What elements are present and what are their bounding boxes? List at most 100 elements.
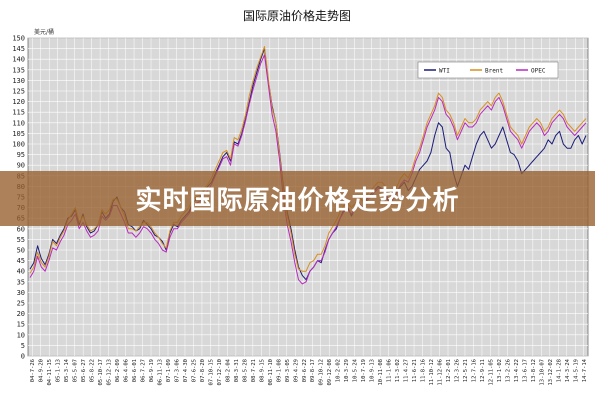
x-tick-label: 13-1-02 xyxy=(497,359,503,382)
y-tick-label: 100 xyxy=(12,141,25,149)
x-tick-label: 09-1-08 xyxy=(276,359,282,382)
x-tick-label: 08-9-15 xyxy=(259,359,265,382)
x-tick-label: 09-3-05 xyxy=(285,359,291,382)
y-tick-label: 40 xyxy=(17,268,25,276)
x-tick-label: 04-7-26 xyxy=(30,359,36,382)
legend: WTI Brent OPEC xyxy=(417,61,559,79)
x-tick-label: 08-11-10 xyxy=(268,359,274,386)
x-tick-label: 09-12-08 xyxy=(327,359,333,386)
x-tick-label: 08-3-31 xyxy=(234,359,240,382)
x-tick-label: 12-5-21 xyxy=(463,359,469,382)
x-tick-label: 10-9-13 xyxy=(370,359,376,382)
x-tick-label: 11-10-12 xyxy=(429,359,435,386)
y-tick-label: 130 xyxy=(12,77,25,85)
y-tick-label: 145 xyxy=(12,45,25,53)
y-tick-label: 30 xyxy=(17,289,25,297)
x-tick-label: 12-11-05 xyxy=(488,359,494,386)
x-tick-label: 13-10-07 xyxy=(539,359,545,386)
x-tick-label: 14-3-24 xyxy=(565,358,571,382)
x-tick-label: 11-12-06 xyxy=(438,359,444,386)
x-tick-label: 07-6-25 xyxy=(191,359,197,382)
y-tick-label: 140 xyxy=(12,56,25,64)
x-tick-label: 05-1-13 xyxy=(56,359,62,382)
x-tick-label: 14-7-14 xyxy=(582,358,588,382)
x-tick-label: 07-4-30 xyxy=(183,359,189,382)
y-tick-label: 10 xyxy=(17,331,25,339)
legend-label-wti: WTI xyxy=(439,68,450,75)
x-tick-label: 12-2-01 xyxy=(446,359,452,382)
y-tick-label: 95 xyxy=(17,151,25,159)
x-tick-label: 05-3-14 xyxy=(64,358,70,382)
y-tick-label: 5 xyxy=(21,342,25,350)
x-tick-label: 06-2-09 xyxy=(115,359,121,382)
x-tick-label: 13-12-02 xyxy=(548,359,554,386)
x-tick-label: 11-4-27 xyxy=(404,359,410,382)
x-tick-label: 13-4-22 xyxy=(514,359,520,382)
x-tick-label: 12-7-16 xyxy=(471,359,477,382)
x-tick-label: 09-4-29 xyxy=(293,359,299,382)
y-tick-label: 150 xyxy=(12,35,25,43)
x-tick-label: 09-10-12 xyxy=(319,359,325,386)
y-tick-label: 45 xyxy=(17,257,25,265)
x-tick-label: 14-1-28 xyxy=(556,359,562,382)
legend-label-opec: OPEC xyxy=(531,68,546,75)
legend-box xyxy=(417,61,559,79)
y-tick-label: 35 xyxy=(17,278,25,286)
y-tick-label: 20 xyxy=(17,310,25,318)
y-tick-label: 120 xyxy=(12,98,25,106)
x-tick-label: 10-7-19 xyxy=(361,359,367,382)
x-tick-label: 08-7-21 xyxy=(251,359,257,382)
x-tick-label: 10-11-08 xyxy=(378,359,384,386)
x-tick-label: 07-3-06 xyxy=(174,359,180,382)
y-tick-label: 110 xyxy=(12,119,25,127)
y-tick-label: 0 xyxy=(21,353,25,361)
x-tick-label: 12-3-26 xyxy=(454,359,460,382)
x-tick-label: 07-10-15 xyxy=(208,359,214,386)
x-tick-label: 07-8-20 xyxy=(200,359,206,382)
x-tick-label: 10-2-02 xyxy=(336,359,342,382)
y-tick-label: 25 xyxy=(17,300,25,308)
x-tick-label: 05-10-17 xyxy=(98,359,104,386)
x-tick-label: 06-7-27 xyxy=(141,359,147,382)
x-tick-label: 07-1-09 xyxy=(166,359,172,382)
y-tick-label: 105 xyxy=(12,130,25,138)
x-tick-label: 10-3-29 xyxy=(344,359,350,382)
y-tick-label: 55 xyxy=(17,236,25,244)
y-tick-label: 60 xyxy=(17,225,25,233)
chart-title: 国际原油价格走势图 xyxy=(243,8,351,23)
y-tick-label: 15 xyxy=(17,321,25,329)
x-tick-label: 06-4-06 xyxy=(124,359,130,382)
x-tick-label: 11-1-06 xyxy=(387,359,393,382)
y-tick-label: 115 xyxy=(12,109,25,117)
x-tick-label: 08-2-04 xyxy=(225,358,231,382)
x-tick-label: 05-5-07 xyxy=(73,359,79,382)
x-tick-label: 07-12-10 xyxy=(217,359,223,386)
x-tick-label: 14-5-19 xyxy=(573,359,579,382)
headline-text: 实时国际原油价格走势分析 xyxy=(135,186,460,216)
x-axis-ticks: 04-7-26 04-9-20 04-11-15 05-1-13 05-3-14 05-5… xyxy=(30,358,588,385)
y-tick-label: 90 xyxy=(17,162,25,170)
y-axis-unit-label: 美元/桶 xyxy=(34,28,54,36)
x-tick-label: 11-3-02 xyxy=(395,359,401,382)
x-tick-label: 06-6-01 xyxy=(132,359,138,382)
x-tick-label: 12-9-11 xyxy=(480,359,486,382)
x-tick-label: 13-6-17 xyxy=(522,359,528,382)
x-tick-label: 13-2-26 xyxy=(505,359,511,382)
x-tick-label: 09-6-22 xyxy=(302,359,308,382)
x-tick-label: 04-11-15 xyxy=(47,359,53,386)
x-tick-label: 08-5-28 xyxy=(242,359,248,382)
x-tick-label: 10-5-24 xyxy=(353,358,359,382)
x-tick-label: 06-11-13 xyxy=(158,359,164,386)
x-tick-label: 05-12-13 xyxy=(107,359,113,386)
y-tick-label: 135 xyxy=(12,66,25,74)
x-tick-label: 05-8-22 xyxy=(90,359,96,382)
x-tick-label: 09-8-17 xyxy=(310,359,316,382)
y-tick-label: 50 xyxy=(17,247,25,255)
x-tick-label: 06-9-19 xyxy=(149,359,155,382)
x-tick-label: 05-6-27 xyxy=(81,359,87,382)
x-tick-label: 11-8-16 xyxy=(421,359,427,382)
legend-label-brent: Brent xyxy=(485,68,503,75)
x-tick-label: 11-6-21 xyxy=(412,359,418,382)
x-tick-label: 13-8-12 xyxy=(531,359,537,382)
